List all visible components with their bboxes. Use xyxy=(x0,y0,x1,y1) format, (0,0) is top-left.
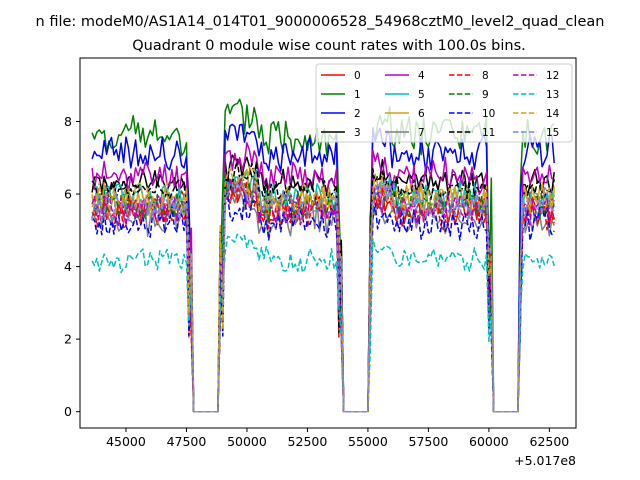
series-line-2 xyxy=(91,123,555,413)
y-tick-label: 6 xyxy=(64,187,72,202)
x-tick-label: 50000 xyxy=(227,434,267,449)
legend-label-13: 13 xyxy=(546,89,559,101)
legend-label-3: 3 xyxy=(354,127,361,139)
x-tick-label: 52500 xyxy=(288,434,328,449)
legend-label-5: 5 xyxy=(418,89,425,101)
series-line-15 xyxy=(91,179,555,413)
legend-label-15: 15 xyxy=(546,127,559,139)
legend-label-8: 8 xyxy=(482,70,489,82)
x-tick-label: 60000 xyxy=(469,434,509,449)
y-tick-label: 0 xyxy=(64,404,72,419)
legend-label-0: 0 xyxy=(354,70,361,82)
legend-label-10: 10 xyxy=(482,108,495,120)
x-tick-label: 57500 xyxy=(409,434,449,449)
axes-frame xyxy=(79,57,577,429)
figure-suptitle: n file: modeM0/AS1A14_014T01_9000006528_… xyxy=(36,14,605,30)
legend-label-7: 7 xyxy=(418,127,425,139)
legend-label-1: 1 xyxy=(354,89,361,101)
legend-box xyxy=(315,63,573,143)
legend-label-14: 14 xyxy=(546,108,560,120)
x-tick-label: 62500 xyxy=(530,434,570,449)
series-line-10 xyxy=(91,191,555,413)
plot-lines xyxy=(91,98,555,413)
legend-label-9: 9 xyxy=(482,89,489,101)
series-line-14 xyxy=(91,166,555,413)
legend-label-2: 2 xyxy=(354,108,361,120)
x-tick-label: 55000 xyxy=(348,434,388,449)
legend-label-4: 4 xyxy=(418,70,425,82)
series-line-4 xyxy=(91,142,555,413)
y-tick-label: 2 xyxy=(64,332,72,347)
legend-label-6: 6 xyxy=(418,108,425,120)
x-offset-label: +5.017e8 xyxy=(514,453,576,468)
legend-label-12: 12 xyxy=(546,70,559,82)
chart-title: Quadrant 0 module wise count rates with … xyxy=(132,38,526,54)
y-tick-label: 8 xyxy=(64,114,72,129)
legend-label-11: 11 xyxy=(482,127,495,139)
x-tick-label: 45000 xyxy=(106,434,146,449)
y-tick-label: 4 xyxy=(64,259,72,274)
x-tick-label: 47500 xyxy=(167,434,207,449)
series-line-11 xyxy=(91,159,555,413)
series-line-13 xyxy=(91,233,555,413)
